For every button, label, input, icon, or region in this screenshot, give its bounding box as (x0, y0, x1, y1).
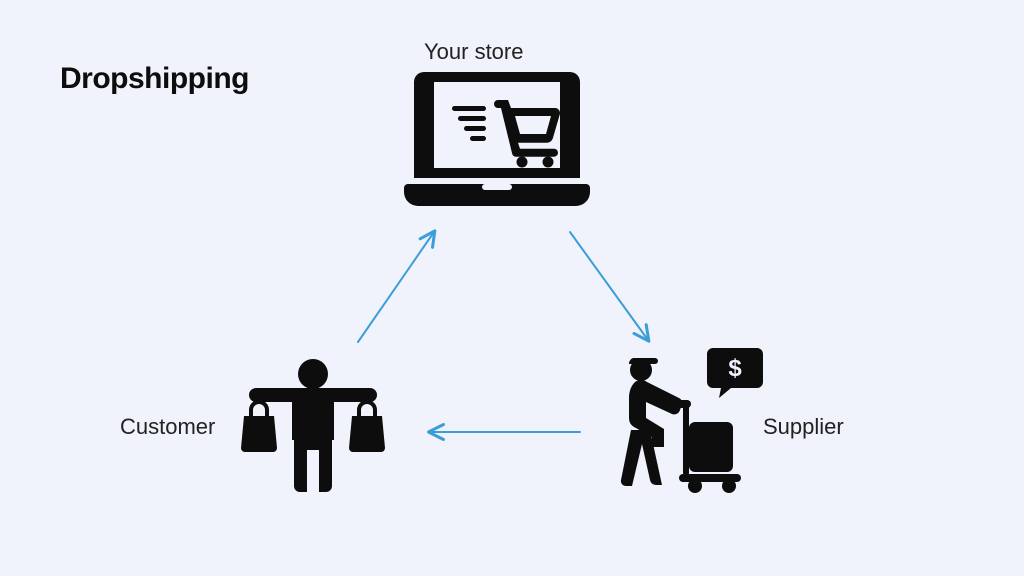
diagram-canvas: Dropshipping Your store (0, 0, 1024, 576)
store-label: Your store (424, 39, 523, 65)
customer-shopper-icon (238, 358, 388, 493)
diagram-title: Dropshipping (60, 62, 249, 96)
svg-text:$: $ (728, 355, 742, 382)
laptop-cart-icon (402, 66, 592, 210)
supplier-label: Supplier (763, 414, 844, 440)
supplier-delivery-icon: $ (605, 344, 765, 494)
customer-label: Customer (120, 414, 215, 440)
